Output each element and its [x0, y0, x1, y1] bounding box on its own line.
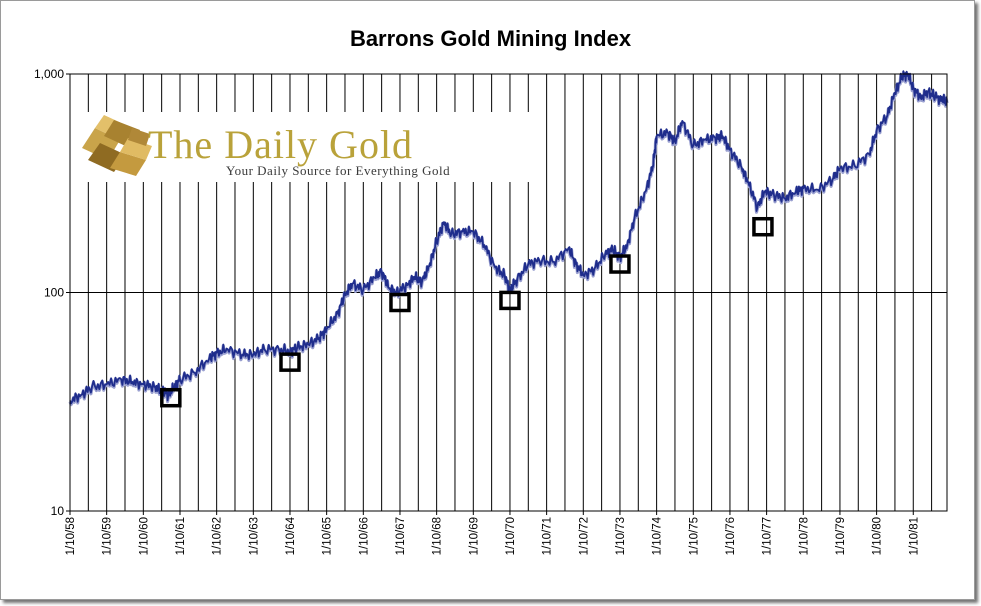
x-tick-label: 1/10/74	[652, 516, 664, 555]
x-tick-label: 1/10/65	[322, 517, 334, 555]
annotation-boxes	[160, 216, 774, 408]
annotation-box	[389, 292, 411, 313]
x-tick-label: 1/10/73	[615, 517, 627, 555]
x-tick-label: 1/10/59	[102, 517, 114, 555]
annotation-box	[160, 387, 182, 408]
x-tick-label: 1/10/80	[872, 517, 884, 555]
x-tick-label: 1/10/64	[285, 516, 297, 555]
annotation-box	[279, 352, 301, 372]
x-axis: 1/10/58 1/10/59 1/10/60 1/10/61 1/10/62 1/10/…	[65, 511, 920, 555]
y-tick-label: 1,000	[34, 67, 64, 81]
logo-background	[78, 112, 533, 182]
the-daily-gold-logo: The Daily Gold Your Daily Source for Eve…	[78, 112, 533, 182]
x-tick-label: 1/10/71	[542, 517, 554, 555]
x-tick-label: 1/10/77	[762, 517, 774, 555]
annotation-box	[499, 290, 521, 311]
x-tick-label: 1/10/69	[468, 517, 480, 555]
chart-title: Barrons Gold Mining Index	[349, 26, 632, 51]
x-tick-label: 1/10/78	[798, 517, 810, 555]
x-tick-label: 1/10/67	[395, 517, 407, 555]
y-tick-label: 100	[44, 286, 64, 300]
x-tick-label: 1/10/81	[908, 517, 920, 555]
plot-area-border	[69, 73, 948, 512]
x-tick-label: 1/10/62	[212, 517, 224, 555]
series-line	[69, 70, 948, 405]
x-tick-label: 1/10/72	[578, 517, 590, 555]
x-tick-label: 1/10/79	[835, 517, 847, 555]
y-axis: 10 100 1,000	[34, 67, 70, 518]
x-tick-label: 1/10/66	[358, 517, 370, 555]
x-tick-label: 1/10/76	[725, 517, 737, 555]
annotation-box	[752, 216, 774, 237]
series-lines	[68, 70, 949, 407]
x-tick-label: 1/10/68	[432, 517, 444, 555]
x-tick-label: 1/10/58	[65, 517, 77, 555]
x-tick-label: 1/10/63	[248, 517, 260, 555]
y-tick-label: 10	[51, 504, 65, 518]
logo-tagline: Your Daily Source for Everything Gold	[226, 163, 450, 178]
x-tick-label: 1/10/60	[138, 517, 150, 555]
gold-bars-icon	[82, 115, 152, 176]
x-tick-label: 1/10/75	[688, 517, 700, 555]
annotation-box	[609, 254, 631, 274]
logo-title: The Daily Gold	[148, 122, 413, 167]
x-tick-label: 1/10/70	[505, 517, 517, 555]
x-tick-label: 1/10/61	[175, 517, 187, 555]
